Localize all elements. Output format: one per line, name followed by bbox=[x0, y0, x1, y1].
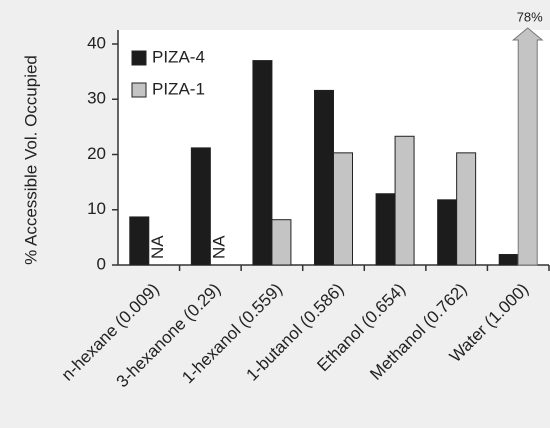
bar bbox=[252, 60, 273, 266]
bar bbox=[314, 89, 334, 266]
y-tick-label: 20 bbox=[87, 144, 106, 163]
legend-label: PIZA-1 bbox=[152, 79, 205, 98]
y-tick-label: 0 bbox=[97, 254, 106, 273]
legend-label: PIZA-4 bbox=[152, 47, 205, 66]
value-label: 78% bbox=[517, 9, 543, 24]
legend-swatch bbox=[131, 50, 147, 66]
bar bbox=[190, 147, 211, 266]
bar bbox=[129, 216, 150, 266]
value-label: NA bbox=[209, 235, 228, 259]
y-tick-label: 30 bbox=[87, 89, 106, 108]
bar bbox=[437, 199, 458, 266]
y-tick-label: 10 bbox=[87, 199, 106, 218]
bar bbox=[375, 193, 396, 266]
bar bbox=[456, 152, 477, 266]
x-tick-label: 3-hexanone (0.29) bbox=[113, 280, 225, 392]
legend-swatch bbox=[131, 82, 147, 98]
bar bbox=[394, 135, 415, 266]
y-tick-label: 40 bbox=[87, 33, 106, 52]
bar bbox=[498, 254, 519, 266]
bar bbox=[333, 152, 353, 266]
bar-arrow bbox=[511, 27, 544, 266]
y-axis-label: % Accessible Vol. Occupied bbox=[21, 55, 40, 265]
value-label: NA bbox=[148, 235, 167, 259]
bar bbox=[271, 219, 292, 266]
